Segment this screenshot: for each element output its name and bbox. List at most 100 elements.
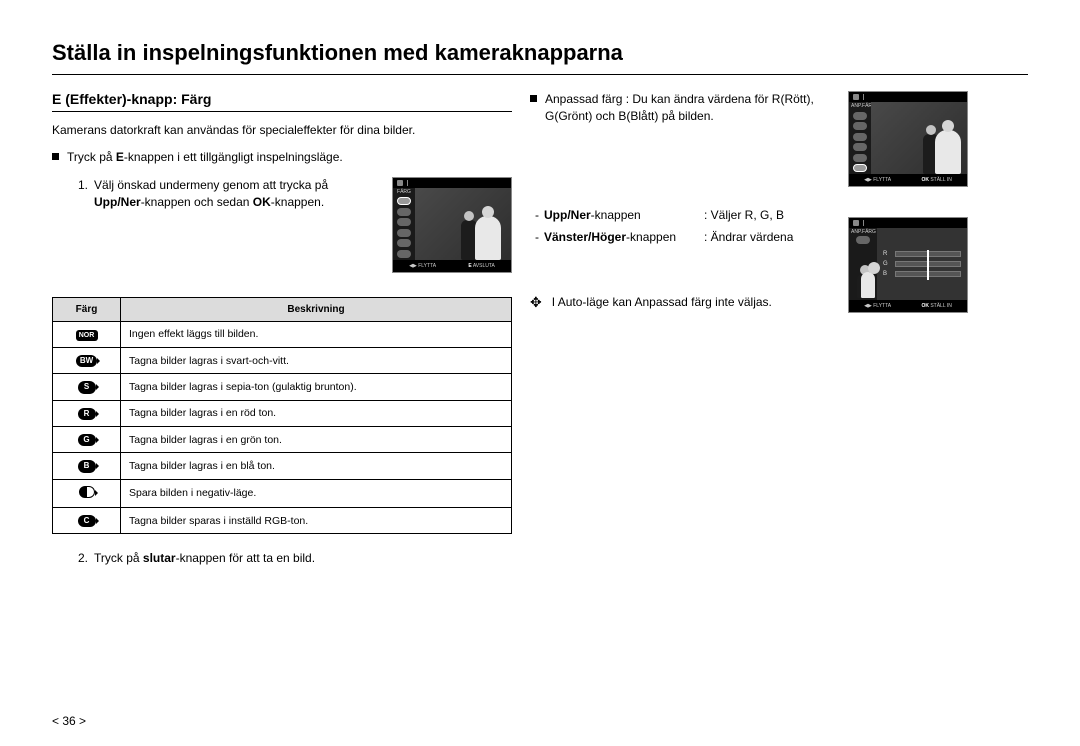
rgb-sliders: R G B [877, 228, 967, 300]
color-desc-cell: Ingen effekt läggs till bilden. [121, 321, 512, 347]
bullet1-pre: Tryck på [67, 150, 116, 164]
cam-bottom-bar: ◀▶ FLYTTA OK STÄLL IN [849, 174, 967, 186]
cam1-e: E [468, 263, 471, 269]
color-icon-cell: R [53, 400, 121, 426]
section-heading: E (Effekter)-knapp: Färg [52, 91, 512, 112]
slider-b: B [883, 271, 961, 277]
camera-screenshot-anpfarg-preview: ANP.FÄRG ◀▶ FLYTTA OK STÄLL IN [848, 91, 968, 187]
cam-preview [415, 188, 511, 260]
cam-bottom-bar: ◀▶ FLYTTA OK STÄLL IN [849, 300, 967, 312]
cam-side-menu: FÄRG [393, 188, 415, 260]
row1-k-post: -knappen [591, 208, 641, 222]
color-desc-cell: Tagna bilder lagras i en röd ton. [121, 400, 512, 426]
bullet-custom-color: Anpassad färg : Du kan ändra värdena för… [530, 91, 830, 126]
color-icon-cell: B [53, 453, 121, 479]
note-text: I Auto-läge kan Anpassad färg inte välja… [552, 294, 772, 311]
table-row: S Tagna bilder lagras i sepia-ton (gulakt… [53, 374, 512, 400]
cam-preview [871, 102, 967, 174]
intro-text: Kamerans datorkraft kan användas för spe… [52, 122, 512, 139]
bullet1-post: -knappen i ett tillgängligt inspelningsl… [124, 150, 343, 164]
color-desc-cell: Tagna bilder lagras i en grön ton. [121, 427, 512, 453]
slider-r: R [883, 251, 961, 257]
square-bullet-icon [52, 153, 59, 160]
color-mode-icon: BW [76, 355, 97, 367]
color-desc-cell: Tagna bilder lagras i svart-och-vitt. [121, 347, 512, 373]
camR2-ok: OK [921, 303, 929, 309]
color-icon-cell: G [53, 427, 121, 453]
camR1-set: STÄLL IN [930, 177, 952, 183]
step-1-row: 1. Välj önskad undermeny genom att tryck… [52, 177, 512, 273]
bullet-press-e: Tryck på E-knappen i ett tillgängligt in… [52, 149, 512, 166]
right-column: ANP.FÄRG ◀▶ FLYTTA OK STÄLL IN ANP.FÄRG [848, 91, 1028, 574]
page-title: Ställa in inspelningsfunktionen med kame… [52, 40, 1028, 75]
table-row: R Tagna bilder lagras i en röd ton. [53, 400, 512, 426]
table-row: BW Tagna bilder lagras i svart-och-vitt. [53, 347, 512, 373]
step-2: 2. Tryck på slutar-knappen för att ta en… [78, 550, 512, 567]
step-1: 1. Välj önskad undermeny genom att tryck… [78, 177, 380, 212]
table-row: Spara bilden i negativ-läge. [53, 479, 512, 507]
step1-mid: -knappen och sedan [141, 195, 253, 209]
color-mode-icon: C [78, 515, 96, 527]
cam1-move: FLYTTA [418, 263, 436, 269]
auto-mode-note: ✥ I Auto-läge kan Anpassad färg inte väl… [530, 294, 830, 311]
table-row: C Tagna bilder sparas i inställd RGB-ton. [53, 507, 512, 533]
color-desc-cell: Tagna bilder lagras i en blå ton. [121, 453, 512, 479]
color-desc-cell: Spara bilden i negativ-läge. [121, 479, 512, 507]
square-bullet-icon [530, 95, 537, 102]
step1-b1: Upp/Ner [94, 195, 141, 209]
th-desc: Beskrivning [121, 297, 512, 321]
kv-left-right: - Vänster/Höger-knappen : Ändrar värdena [530, 228, 830, 246]
color-mode-icon: G [78, 434, 96, 446]
step-1-number: 1. [78, 177, 88, 212]
content-columns: E (Effekter)-knapp: Färg Kamerans datork… [52, 91, 1028, 574]
camR2-move: FLYTTA [873, 303, 891, 309]
step1-b2: OK [253, 195, 271, 209]
cam-top-bar [393, 178, 511, 188]
color-icon-cell: C [53, 507, 121, 533]
color-mode-icon: B [78, 460, 96, 472]
step2-pre: Tryck på [94, 551, 143, 565]
row2-k-b: Vänster/Höger [544, 230, 626, 244]
camera-screenshot-rgb-sliders: ANP.FÄRG R G B ◀▶ FLYTTA OK STÄLL IN [848, 217, 968, 313]
color-desc-cell: Tagna bilder sparas i inställd RGB-ton. [121, 507, 512, 533]
color-desc-cell: Tagna bilder lagras i sepia-ton (gulakti… [121, 374, 512, 400]
info-icon: ✥ [530, 295, 542, 311]
color-effects-table: Färg Beskrivning NOR Ingen effekt läggs t… [52, 297, 512, 534]
slider-g: G [883, 261, 961, 267]
table-row: G Tagna bilder lagras i en grön ton. [53, 427, 512, 453]
cam-top-bar [849, 92, 967, 102]
table-row: B Tagna bilder lagras i en blå ton. [53, 453, 512, 479]
custom-color-text: Anpassad färg : Du kan ändra värdena för… [545, 91, 830, 126]
step2-bold: slutar [143, 551, 176, 565]
left-column: E (Effekter)-knapp: Färg Kamerans datork… [52, 91, 512, 574]
page-number: < 36 > [52, 714, 86, 728]
bullet1-bold: E [116, 150, 124, 164]
camR2-set: STÄLL IN [930, 303, 952, 309]
cam-side-label: FÄRG [395, 190, 413, 195]
cam-side-menu: ANP.FÄRG [849, 228, 877, 300]
color-mode-icon: NOR [76, 330, 98, 341]
middle-column: Anpassad färg : Du kan ändra värdena för… [530, 91, 830, 574]
row1-k-b: Upp/Ner [544, 208, 591, 222]
color-icon-cell: S [53, 374, 121, 400]
cam-top-bar [849, 218, 967, 228]
row2-k-post: -knappen [626, 230, 676, 244]
color-mode-icon: R [78, 408, 96, 420]
table-row: NOR Ingen effekt läggs till bilden. [53, 321, 512, 347]
cam-bottom-bar: ◀▶ FLYTTA E AVSLUTA [393, 260, 511, 272]
cam1-exit: AVSLUTA [473, 263, 495, 269]
color-icon-cell [53, 479, 121, 507]
color-icon-cell: NOR [53, 321, 121, 347]
color-mode-icon [79, 486, 95, 498]
row1-v: : Väljer R, G, B [704, 206, 784, 224]
step2-post: -knappen för att ta en bild. [176, 551, 315, 565]
cam-side-label: ANP.FÄRG [851, 230, 875, 235]
step1-line1: Välj önskad undermeny genom att trycka p… [94, 178, 328, 192]
cam-side-menu: ANP.FÄRG [849, 102, 871, 174]
row2-v: : Ändrar värdena [704, 228, 793, 246]
color-mode-icon: S [78, 381, 96, 393]
kv-up-down: - Upp/Ner-knappen : Väljer R, G, B [530, 206, 830, 224]
th-color: Färg [53, 297, 121, 321]
step-2-number: 2. [78, 550, 88, 567]
camera-screenshot-color-menu: FÄRG ◀▶ FLYTTA E AVSLUTA [392, 177, 512, 273]
